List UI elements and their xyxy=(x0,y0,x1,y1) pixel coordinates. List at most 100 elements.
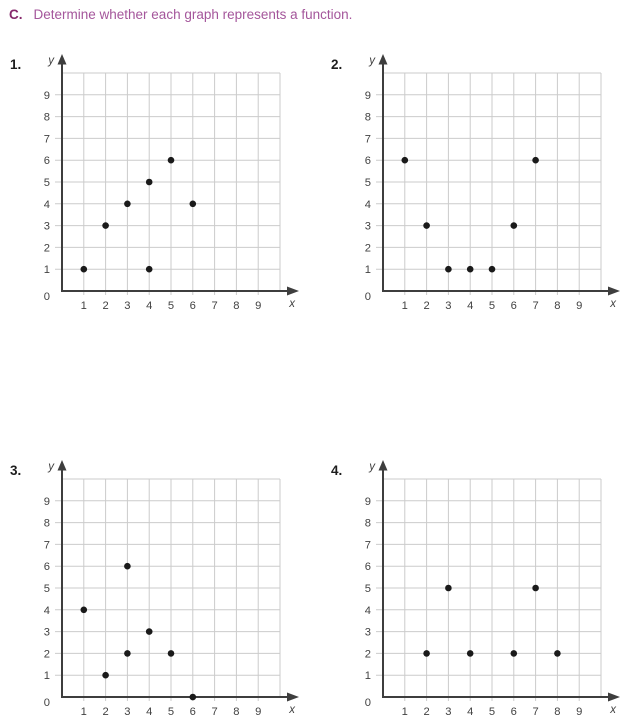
data-point xyxy=(167,650,175,657)
y-tick-label: 2 xyxy=(365,242,371,254)
x-tick-label: 8 xyxy=(233,706,239,718)
x-tick-label: 6 xyxy=(190,300,196,312)
x-axis-arrow-icon xyxy=(608,692,620,702)
x-axis-label: x xyxy=(288,298,296,310)
x-tick-label: 5 xyxy=(168,706,174,718)
x-tick-label: 1 xyxy=(81,300,87,312)
y-axis-arrow-icon xyxy=(57,460,67,471)
y-tick-label: 8 xyxy=(365,518,371,530)
x-tick-label: 3 xyxy=(124,300,130,312)
y-tick-label: 6 xyxy=(365,561,371,573)
x-tick-label: 7 xyxy=(211,300,217,312)
origin-label: 0 xyxy=(365,697,371,709)
x-tick-label: 9 xyxy=(576,706,582,718)
data-point xyxy=(102,671,109,679)
y-tick-label: 1 xyxy=(365,264,371,276)
x-axis-label: x xyxy=(288,704,296,716)
y-axis-label: y xyxy=(47,461,55,473)
y-tick-label: 1 xyxy=(44,264,50,276)
data-point xyxy=(145,265,153,273)
data-point xyxy=(145,178,153,186)
x-axis-label: x xyxy=(609,298,617,310)
data-point xyxy=(532,156,539,164)
instruction-text: Determine whether each graph represents … xyxy=(33,7,353,22)
graph-number: 2. xyxy=(331,57,343,72)
x-tick-label: 9 xyxy=(576,300,582,312)
y-tick-label: 4 xyxy=(365,605,371,617)
y-axis-arrow-icon xyxy=(57,54,67,65)
y-tick-label: 9 xyxy=(44,90,50,102)
graph-canvas: 1 2 3 4 5 6 7 8 9 1 2 3 4 5 6 7 8 9 0 y x xyxy=(44,460,299,718)
y-tick-label: 4 xyxy=(365,199,371,211)
x-tick-label: 8 xyxy=(554,300,560,312)
graph-number: 1. xyxy=(10,57,22,72)
y-tick-label: 9 xyxy=(44,496,50,508)
data-point xyxy=(102,222,109,229)
data-point xyxy=(145,628,153,635)
y-tick-label: 7 xyxy=(365,133,371,145)
graph-3: 3. 1 2 3 4 5 6 7 8 9 1 2 3 4 5 6 7 8 9 0 y x xyxy=(8,456,308,722)
data-point xyxy=(445,265,452,273)
data-point xyxy=(488,265,496,273)
graph-number: 4. xyxy=(331,463,343,478)
y-tick-label: 8 xyxy=(44,518,50,530)
y-tick-label: 2 xyxy=(44,242,50,254)
y-tick-label: 8 xyxy=(44,112,50,124)
y-tick-label: 5 xyxy=(365,177,371,189)
origin-label: 0 xyxy=(44,697,50,709)
y-tick-label: 6 xyxy=(365,155,371,167)
x-axis-arrow-icon xyxy=(608,286,620,296)
y-tick-label: 6 xyxy=(44,155,50,167)
x-tick-label: 7 xyxy=(211,706,217,718)
y-tick-label: 2 xyxy=(365,648,371,660)
x-tick-label: 3 xyxy=(445,706,451,718)
x-tick-label: 5 xyxy=(168,300,174,312)
x-tick-label: 4 xyxy=(467,706,473,718)
y-tick-label: 7 xyxy=(365,539,371,551)
y-tick-label: 3 xyxy=(365,627,371,639)
data-point xyxy=(80,265,88,273)
x-tick-label: 2 xyxy=(102,300,108,312)
x-tick-label: 3 xyxy=(124,706,130,718)
x-tick-label: 9 xyxy=(255,300,261,312)
y-tick-label: 5 xyxy=(365,583,371,595)
y-axis-label: y xyxy=(47,55,55,67)
x-tick-label: 6 xyxy=(511,706,517,718)
x-tick-label: 1 xyxy=(402,300,408,312)
x-axis-label: x xyxy=(609,704,617,716)
y-tick-label: 6 xyxy=(44,561,50,573)
data-point xyxy=(445,584,452,592)
y-axis-arrow-icon xyxy=(378,460,388,471)
x-tick-label: 4 xyxy=(467,300,473,312)
data-point xyxy=(510,650,518,657)
y-tick-label: 4 xyxy=(44,199,50,211)
data-point xyxy=(466,650,474,657)
x-tick-label: 6 xyxy=(511,300,517,312)
y-tick-label: 3 xyxy=(44,627,50,639)
data-point xyxy=(189,693,197,701)
graph-1: 1. 1 2 3 4 5 6 7 8 9 1 2 3 4 5 6 7 8 9 0 y x xyxy=(8,50,308,316)
y-axis-label: y xyxy=(368,55,376,67)
data-point xyxy=(189,200,197,208)
y-axis-arrow-icon xyxy=(378,54,388,65)
y-tick-label: 7 xyxy=(44,539,50,551)
data-point xyxy=(124,562,131,570)
y-tick-label: 5 xyxy=(44,583,50,595)
y-tick-label: 7 xyxy=(44,133,50,145)
x-tick-label: 7 xyxy=(532,300,538,312)
x-tick-label: 1 xyxy=(81,706,87,718)
graph-2: 2. 1 2 3 4 5 6 7 8 9 1 2 3 4 5 6 7 8 9 0 y x xyxy=(329,50,629,316)
x-tick-label: 4 xyxy=(146,300,152,312)
y-tick-label: 1 xyxy=(44,670,50,682)
y-tick-label: 9 xyxy=(365,496,371,508)
data-point xyxy=(510,222,518,229)
graph-number: 3. xyxy=(10,463,22,478)
y-tick-label: 1 xyxy=(365,670,371,682)
graph-4: 4. 1 2 3 4 5 6 7 8 9 1 2 3 4 5 6 7 8 9 0 y x xyxy=(329,456,629,722)
data-point xyxy=(423,222,430,229)
y-tick-label: 5 xyxy=(44,177,50,189)
origin-label: 0 xyxy=(44,291,50,303)
x-axis-arrow-icon xyxy=(287,286,299,296)
x-tick-label: 7 xyxy=(532,706,538,718)
